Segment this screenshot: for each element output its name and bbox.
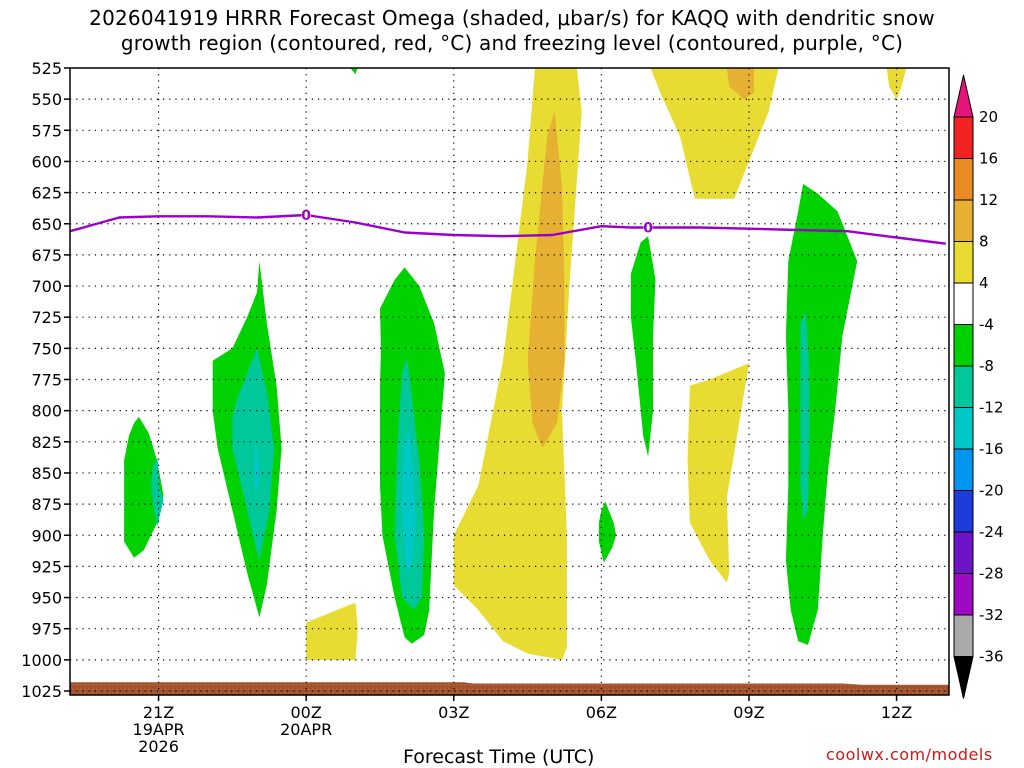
- y-tick-label: 525: [31, 59, 62, 78]
- omega-region: [598, 501, 617, 563]
- y-tick-label: 650: [31, 215, 62, 234]
- y-tick-label: 625: [31, 184, 62, 203]
- omega-region: [650, 68, 779, 199]
- colorbar-label: -28: [979, 565, 1004, 583]
- x-tick-label: 2026: [138, 737, 179, 756]
- colorbar-swatch: [953, 116, 974, 159]
- y-tick-label: 600: [31, 152, 62, 171]
- omega-region: [527, 111, 565, 448]
- colorbar-label: 8: [979, 233, 989, 251]
- colorbar-swatch: [953, 282, 974, 325]
- colorbar-swatch: [953, 241, 974, 284]
- omega-region: [151, 458, 164, 527]
- colorbar-top-arrow: [953, 74, 974, 118]
- omega-region: [350, 68, 358, 75]
- y-tick-label: 925: [31, 557, 62, 576]
- y-tick-label: 700: [31, 277, 62, 296]
- omega-shading: [124, 68, 907, 660]
- colorbar-label: 20: [979, 108, 998, 126]
- ground-layer: [70, 682, 949, 695]
- x-tick-label: 20APR: [280, 720, 332, 739]
- freezing-level-label-bg: [301, 208, 311, 222]
- grid-lines: [70, 68, 949, 695]
- y-tick-label: 950: [31, 589, 62, 608]
- ground-fill: [70, 682, 949, 695]
- y-tick-label: 875: [31, 495, 62, 514]
- y-tick-label: 675: [31, 246, 62, 265]
- colorbar-label: -36: [979, 648, 1004, 666]
- x-tick-label: 19APR: [133, 720, 185, 739]
- colorbar-label: -24: [979, 523, 1004, 541]
- colorbar-swatch: [953, 448, 974, 491]
- colorbar-label: -8: [979, 357, 994, 375]
- freezing-level-line: [70, 213, 946, 245]
- colorbar-label: -4: [979, 316, 994, 334]
- colorbar-swatch: [953, 407, 974, 450]
- colorbar-label: 4: [979, 274, 989, 292]
- x-tick-label: 00Z: [290, 703, 321, 722]
- credit-link[interactable]: coolwx.com/models: [826, 745, 993, 764]
- colorbar-swatch: [953, 199, 974, 242]
- freezing-level-label: 0: [643, 220, 653, 236]
- omega-region: [124, 416, 164, 558]
- y-tick-label: 800: [31, 402, 62, 421]
- y-tick-label: 775: [31, 371, 62, 390]
- colorbar-swatch: [953, 573, 974, 616]
- omega-region: [402, 429, 416, 573]
- colorbar-label: 12: [979, 191, 998, 209]
- x-tick-label: 06Z: [586, 703, 617, 722]
- omega-region: [232, 348, 275, 562]
- omega-region: [886, 68, 907, 100]
- colorbar: 20 16 12 8 4 -4 -8 -12 -16 -20 -24 -28 -32 -36: [953, 74, 1004, 699]
- plot-frame: [69, 67, 950, 696]
- freezing-level-label: 0: [301, 208, 311, 224]
- freezing-level-contour: 00: [70, 208, 946, 245]
- title-line-1: 2026041919 HRRR Forecast Omega (shaded, …: [89, 6, 935, 30]
- colorbar-swatch: [953, 324, 974, 367]
- chart-title: 2026041919 HRRR Forecast Omega (shaded, …: [0, 6, 1024, 56]
- colorbar-label: -20: [979, 482, 1004, 500]
- omega-region: [306, 602, 358, 660]
- colorbar-swatch: [953, 365, 974, 408]
- x-tick-label: 03Z: [438, 703, 469, 722]
- colorbar-label: -32: [979, 606, 1004, 624]
- freezing-level-label-bg: [643, 220, 653, 234]
- y-tick-label: 825: [31, 433, 62, 452]
- colorbar-bottom-arrow: [953, 656, 974, 699]
- y-tick-label: 725: [31, 308, 62, 327]
- y-tick-label: 850: [31, 464, 62, 483]
- y-tick-label: 900: [31, 526, 62, 545]
- x-axis-label: Forecast Time (UTC): [403, 746, 595, 768]
- colorbar-swatch: [953, 158, 974, 201]
- omega-region: [726, 68, 754, 100]
- omega-region: [785, 183, 858, 645]
- y-tick-label: 550: [31, 90, 62, 109]
- colorbar-swatch: [953, 531, 974, 574]
- y-tick-label: 575: [31, 121, 62, 140]
- colorbar-swatch: [953, 614, 974, 657]
- colorbar-label: -12: [979, 399, 1004, 417]
- omega-region: [800, 311, 810, 521]
- colorbar-label: -16: [979, 440, 1004, 458]
- y-tick-label: 750: [31, 339, 62, 358]
- y-tick-label: 1025: [21, 682, 62, 701]
- x-tick-label: 09Z: [733, 703, 764, 722]
- x-tick-label: 12Z: [881, 703, 912, 722]
- y-tick-label: 975: [31, 620, 62, 639]
- colorbar-label: 16: [979, 150, 998, 168]
- y-tick-label: 1000: [21, 651, 62, 670]
- title-line-2: growth region (contoured, red, °C) and f…: [120, 31, 904, 55]
- x-tick-label: 21Z: [143, 703, 174, 722]
- omega-region: [254, 441, 260, 496]
- omega-region: [630, 236, 656, 457]
- y-axis: 525 550 575 600 625 650 675 700 725 750 775 800 825 8…: [21, 59, 70, 701]
- omega-region: [687, 363, 749, 583]
- colorbar-swatch: [953, 490, 974, 533]
